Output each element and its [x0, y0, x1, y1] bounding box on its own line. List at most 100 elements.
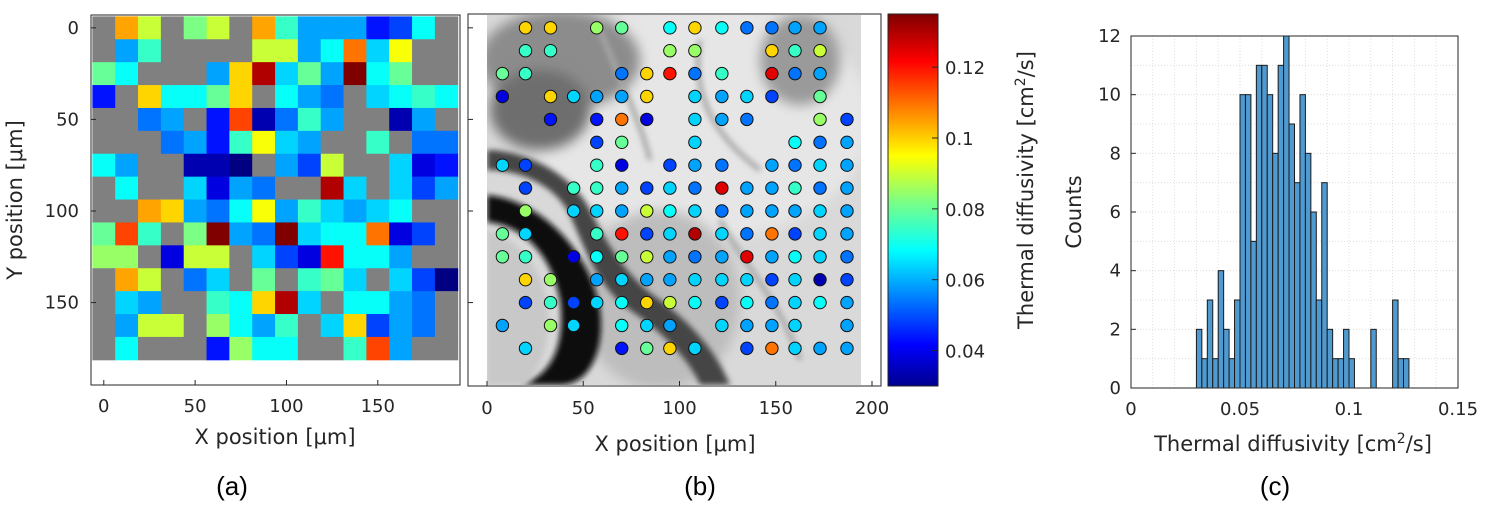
heatmap-y-tick-label: 100: [45, 201, 79, 222]
scatter-point: [840, 112, 854, 127]
scatter-point: [640, 227, 654, 241]
heatmap-cell: [275, 176, 299, 201]
heatmap-y-ticks: 0 50 100 150: [45, 18, 96, 314]
heatmap-cell: [160, 291, 185, 315]
heatmap-cell: [434, 62, 459, 86]
heatmap-cell: [183, 107, 208, 132]
scatter-point: [663, 227, 677, 241]
heatmap-cell: [183, 268, 208, 292]
heatmap-cell: [160, 245, 185, 269]
heatmap-cell: [138, 16, 162, 40]
heatmap-cell: [434, 199, 459, 223]
scatter-point: [518, 66, 533, 81]
scatter-point: [688, 272, 702, 287]
scatter-point: [688, 181, 702, 195]
scatter-point: [788, 44, 802, 58]
histogram-x-ticks: 0 0.05 0.1 0.15: [1125, 383, 1478, 420]
scatter-point: [740, 181, 754, 195]
heatmap-cell: [183, 199, 208, 223]
scatter-point: [566, 89, 581, 104]
scatter-point: [640, 181, 654, 195]
heatmap-cell: [412, 85, 436, 109]
scatter-point: [740, 272, 754, 287]
scatter-point: [615, 341, 629, 356]
histogram-bar: [1283, 35, 1290, 389]
heatmap-cell: [320, 336, 345, 361]
scatter-point: [640, 318, 654, 333]
heatmap-cell: [229, 268, 253, 292]
histogram-y-tick-label: 4: [1110, 261, 1121, 282]
heatmap-cell: [229, 85, 253, 109]
scatter-point: [688, 21, 702, 35]
scatter-point: [715, 227, 729, 241]
heatmap-cell: [138, 130, 162, 155]
heatmap-cell: [183, 222, 208, 246]
heatmap-cell: [183, 130, 208, 155]
scatter-point: [663, 181, 677, 195]
heatmap-cell: [252, 107, 276, 132]
scatter-point: [840, 318, 854, 333]
heatmap-y-label: Y position [μm]: [3, 120, 27, 281]
heatmap-cell: [343, 16, 367, 40]
heatmap-cell: [138, 39, 162, 63]
heatmap-cell: [252, 291, 276, 315]
scatter-panel-b: 0 50 100 150 200 X position [μm]: [467, 13, 889, 456]
scatter-point: [688, 295, 702, 310]
heatmap-cell: [92, 291, 116, 315]
heatmap-cell: [229, 199, 253, 223]
scatter-point: [765, 89, 779, 104]
heatmap-cell: [92, 85, 116, 109]
scatter-point: [788, 158, 802, 172]
scatter-point: [740, 204, 754, 218]
histogram-panel-c: 0 0.05 0.1 0.15 0 2 4 6 8 10 12 Thermal diffusivi…: [1062, 26, 1478, 456]
scatter-point: [640, 112, 654, 127]
scatter-point: [715, 272, 729, 287]
scatter-point: [566, 318, 581, 333]
heatmap-cell: [412, 245, 436, 269]
histogram-bar: [1403, 358, 1410, 389]
heatmap-cell: [320, 314, 345, 338]
histogram-bar: [1223, 328, 1230, 389]
heatmap-cell: [160, 107, 185, 132]
heatmap-cell: [297, 130, 322, 155]
heatmap-cell: [412, 62, 436, 86]
scatter-point: [663, 272, 677, 287]
heatmap-cell: [206, 176, 230, 201]
scatter-point: [813, 112, 827, 127]
histogram-bar: [1310, 211, 1317, 389]
heatmap-cell: [297, 222, 322, 246]
scatter-point: [813, 66, 827, 81]
heatmap-cell: [389, 291, 413, 315]
scatter-point: [715, 21, 729, 35]
scatter-point: [765, 158, 779, 172]
scatter-point: [740, 318, 754, 333]
heatmap-cell: [412, 153, 436, 178]
heatmap-cell: [275, 130, 299, 155]
heatmap-cell: [434, 107, 459, 132]
histogram-y-tick-label: 10: [1098, 85, 1121, 106]
heatmap-cell: [160, 176, 185, 201]
heatmap-cell: [389, 62, 413, 86]
histogram-bar: [1294, 182, 1301, 389]
scatter-x-tick-label: 0: [481, 398, 492, 419]
heatmap-x-tick-label: 150: [361, 396, 395, 417]
scatter-point: [590, 227, 604, 241]
heatmap-cell: [343, 336, 367, 361]
heatmap-cell: [297, 176, 322, 201]
micrograph-background: [487, 15, 861, 385]
heatmap-cell: [206, 85, 230, 109]
scatter-point: [688, 227, 702, 241]
scatter-points: [495, 21, 854, 356]
heatmap-cell: [412, 199, 436, 223]
histogram-bar: [1217, 270, 1225, 389]
scatter-point: [840, 158, 854, 172]
heatmap-frame: [90, 14, 461, 386]
scatter-point: [615, 135, 629, 150]
heatmap-cell: [160, 268, 185, 292]
heatmap-cell: [434, 16, 459, 40]
heatmap-cell: [183, 176, 208, 201]
heatmap-cell: [389, 245, 413, 269]
heatmap-cell: [320, 39, 345, 63]
scatter-point: [840, 181, 854, 195]
